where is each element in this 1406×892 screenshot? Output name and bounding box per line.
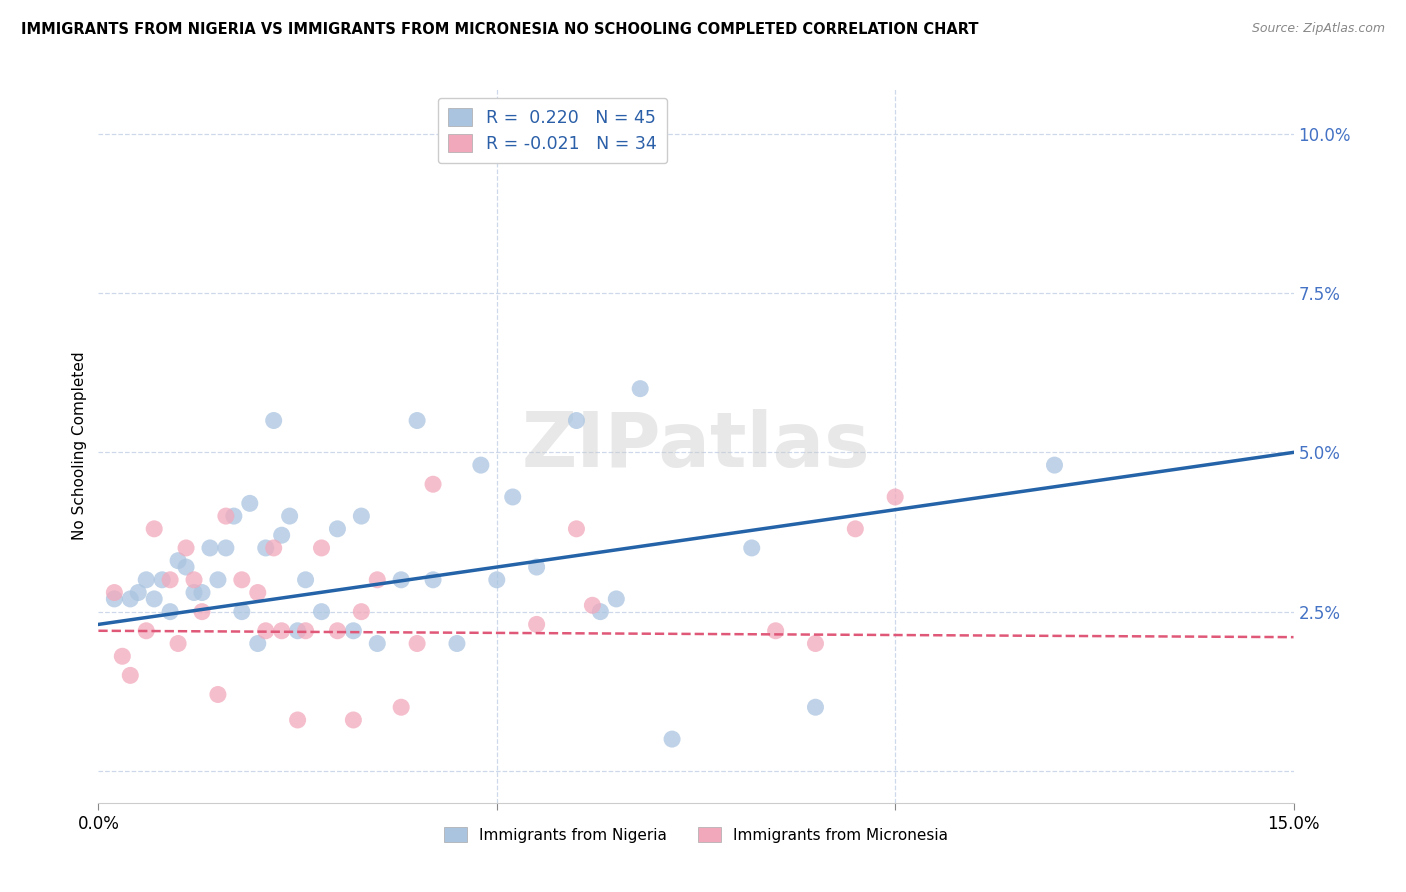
Text: ZIPatlas: ZIPatlas xyxy=(522,409,870,483)
Point xyxy=(565,413,588,427)
Point xyxy=(844,522,866,536)
Point xyxy=(446,636,468,650)
Point xyxy=(350,605,373,619)
Point xyxy=(135,573,157,587)
Point xyxy=(278,509,301,524)
Point xyxy=(246,636,269,650)
Point xyxy=(215,541,238,555)
Point xyxy=(422,573,444,587)
Point xyxy=(159,573,181,587)
Point xyxy=(111,649,134,664)
Point xyxy=(174,541,197,555)
Point xyxy=(270,528,292,542)
Point xyxy=(765,624,787,638)
Legend: Immigrants from Nigeria, Immigrants from Micronesia: Immigrants from Nigeria, Immigrants from… xyxy=(439,821,953,848)
Y-axis label: No Schooling Completed: No Schooling Completed xyxy=(72,351,87,541)
Point xyxy=(246,585,269,599)
Point xyxy=(191,605,214,619)
Point xyxy=(174,560,197,574)
Point xyxy=(422,477,444,491)
Point xyxy=(183,573,205,587)
Point xyxy=(389,700,412,714)
Point xyxy=(287,624,309,638)
Point xyxy=(311,605,333,619)
Point xyxy=(526,560,548,574)
Point xyxy=(628,382,651,396)
Point xyxy=(605,591,627,606)
Point xyxy=(120,591,142,606)
Point xyxy=(207,573,229,587)
Point xyxy=(254,541,277,555)
Point xyxy=(143,591,166,606)
Point xyxy=(159,605,181,619)
Point xyxy=(239,496,262,510)
Point xyxy=(311,541,333,555)
Point xyxy=(294,624,316,638)
Point xyxy=(342,624,364,638)
Point xyxy=(127,585,149,599)
Point xyxy=(183,585,205,599)
Point xyxy=(120,668,142,682)
Point xyxy=(191,585,214,599)
Point xyxy=(231,573,253,587)
Point xyxy=(263,413,285,427)
Point xyxy=(143,522,166,536)
Point xyxy=(804,636,827,650)
Point xyxy=(198,541,221,555)
Point xyxy=(470,458,492,472)
Point xyxy=(326,624,349,638)
Point xyxy=(222,509,245,524)
Point xyxy=(1043,458,1066,472)
Point xyxy=(350,509,373,524)
Point xyxy=(884,490,907,504)
Point xyxy=(565,522,588,536)
Point xyxy=(150,573,173,587)
Point xyxy=(526,617,548,632)
Point xyxy=(485,573,508,587)
Point xyxy=(287,713,309,727)
Point xyxy=(270,624,292,638)
Point xyxy=(326,522,349,536)
Point xyxy=(581,599,603,613)
Point xyxy=(103,591,125,606)
Point xyxy=(103,585,125,599)
Point xyxy=(231,605,253,619)
Point xyxy=(167,554,190,568)
Point xyxy=(207,688,229,702)
Point xyxy=(135,624,157,638)
Point xyxy=(215,509,238,524)
Point xyxy=(366,573,388,587)
Point xyxy=(389,573,412,587)
Text: Source: ZipAtlas.com: Source: ZipAtlas.com xyxy=(1251,22,1385,36)
Point xyxy=(254,624,277,638)
Point xyxy=(406,413,429,427)
Point xyxy=(589,605,612,619)
Point xyxy=(406,636,429,650)
Point xyxy=(366,636,388,650)
Point xyxy=(502,490,524,504)
Point xyxy=(342,713,364,727)
Point xyxy=(294,573,316,587)
Point xyxy=(661,732,683,747)
Point xyxy=(167,636,190,650)
Point xyxy=(804,700,827,714)
Point xyxy=(263,541,285,555)
Point xyxy=(741,541,763,555)
Text: IMMIGRANTS FROM NIGERIA VS IMMIGRANTS FROM MICRONESIA NO SCHOOLING COMPLETED COR: IMMIGRANTS FROM NIGERIA VS IMMIGRANTS FR… xyxy=(21,22,979,37)
